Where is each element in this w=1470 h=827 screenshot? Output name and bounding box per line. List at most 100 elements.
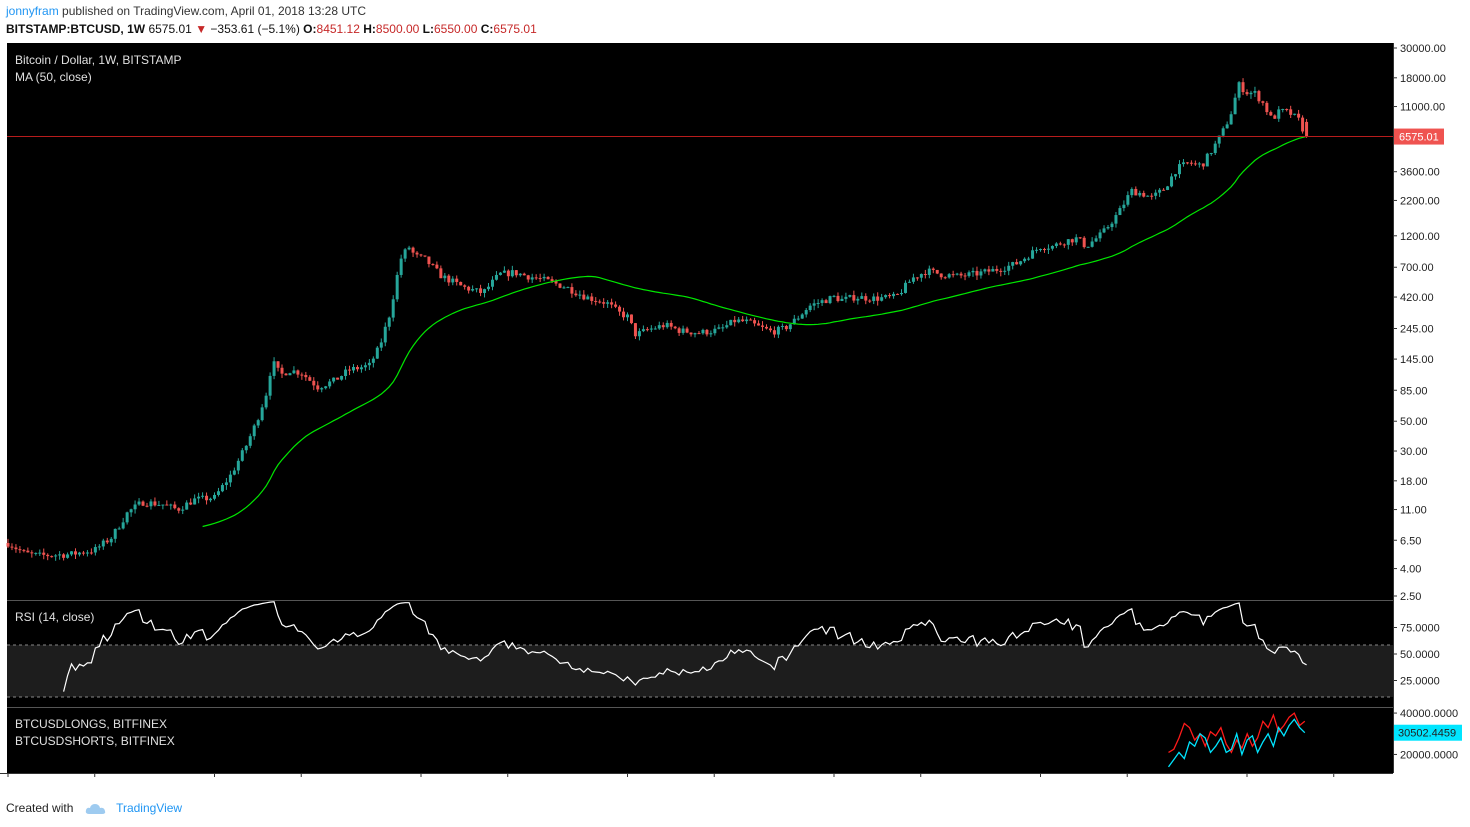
candle-body: [316, 385, 320, 390]
candle-body: [1074, 237, 1078, 243]
tradingview-link[interactable]: TradingView: [116, 801, 183, 815]
candle-body: [1054, 243, 1058, 247]
candle-body: [610, 302, 614, 305]
candle-body: [868, 300, 872, 302]
candle-body: [220, 485, 224, 492]
candle-body: [344, 369, 348, 377]
candle-body: [935, 269, 939, 274]
price-pane-bg[interactable]: [7, 43, 1393, 600]
candle-body: [852, 295, 856, 301]
low-label: L:: [422, 22, 434, 36]
candle-body: [538, 278, 542, 280]
candle-body: [602, 302, 606, 304]
publish-info: jonnyfram published on TradingView.com, …: [6, 4, 366, 18]
candle-body: [1201, 163, 1205, 167]
candle-body: [645, 329, 649, 331]
candle-body: [1003, 270, 1007, 272]
candle-body: [284, 373, 288, 376]
longs-line: [1168, 712, 1306, 754]
candle-body: [272, 361, 276, 376]
candle-body: [173, 504, 177, 509]
price-tick-label: 50.00: [1400, 416, 1428, 428]
candle-body: [749, 319, 753, 321]
candle-body: [312, 380, 316, 386]
time-axis[interactable]: [0, 773, 1393, 778]
candle-body: [471, 289, 475, 291]
shorts-line: [1167, 718, 1306, 768]
last-price: 6575.01: [148, 22, 192, 36]
candle-body: [483, 289, 487, 293]
candle-body: [725, 325, 729, 328]
price-tick-label: 4.00: [1400, 564, 1421, 576]
author-link[interactable]: jonnyfram: [6, 4, 59, 18]
candle-body: [1193, 163, 1197, 165]
candle-body: [657, 325, 661, 329]
candle-body: [633, 323, 637, 337]
candle-body: [1066, 239, 1070, 245]
price-tick-label: 6.50: [1400, 535, 1421, 547]
candle-body: [661, 325, 665, 328]
positions-pane-bg[interactable]: [7, 708, 1393, 773]
candle-body: [137, 501, 141, 505]
candle-body: [14, 547, 18, 550]
candle-body: [542, 276, 546, 279]
price-axis[interactable]: [1393, 43, 1470, 773]
candle-body: [216, 491, 220, 495]
candle-body: [574, 293, 578, 296]
candle-body: [900, 292, 904, 295]
candle-body: [336, 377, 340, 380]
price-tick-label: 30.00: [1400, 446, 1428, 458]
candle-body: [22, 550, 26, 552]
candle-body: [606, 302, 610, 304]
candle-body: [506, 270, 510, 277]
candle-body: [888, 295, 892, 297]
candle-body: [860, 296, 864, 299]
candle-body: [1229, 114, 1233, 125]
candle-body: [626, 314, 629, 318]
candle-body: [1078, 237, 1082, 239]
candle-body: [693, 333, 697, 335]
candle-body: [1050, 246, 1054, 249]
candle-body: [1027, 258, 1031, 260]
rsi-pane-title: RSI (14, close): [15, 610, 94, 624]
candle-body: [582, 294, 586, 300]
candle-body: [447, 275, 451, 283]
candle-body: [89, 552, 93, 554]
candle-body: [153, 501, 157, 506]
candle-body: [876, 296, 880, 301]
chart-area[interactable]: 30000.00 18000.00 11000.00 3600.00 2200.00 12…: [0, 43, 1470, 778]
low-value: 6550.00: [433, 22, 478, 36]
candle-body: [1102, 228, 1106, 233]
price-tick-label: 18.00: [1400, 476, 1428, 488]
candle-body: [304, 374, 308, 378]
candle-body: [1007, 265, 1011, 271]
candle-body: [979, 271, 983, 276]
candle-body: [1233, 97, 1237, 115]
candle-body: [359, 367, 363, 370]
candle-body: [355, 366, 359, 370]
candle-body: [1269, 112, 1273, 116]
candle-body: [1134, 188, 1138, 196]
candle-body: [987, 269, 991, 272]
candle-body: [387, 317, 391, 327]
candle-body: [927, 268, 931, 275]
time-tick-label: 12: [2, 777, 14, 778]
time-tick-label: Jun: [499, 777, 517, 778]
created-with-text: Created with: [6, 801, 74, 815]
candle-body: [340, 376, 344, 380]
candle-body: [129, 509, 133, 513]
candle-body: [308, 377, 312, 381]
close-label: C:: [480, 22, 494, 36]
candle-body: [1249, 92, 1253, 95]
candle-body: [18, 549, 22, 551]
candle-body: [983, 269, 987, 272]
candle-body: [38, 552, 42, 554]
candle-body: [510, 270, 514, 277]
tradingview-cloud-icon: [85, 803, 105, 814]
candle-body: [77, 552, 81, 555]
candle-body: [161, 504, 165, 506]
candle-body: [236, 460, 240, 471]
candle-body: [622, 311, 626, 318]
candle-body: [1070, 239, 1074, 243]
price-tick-label: 18000.00: [1400, 73, 1446, 85]
